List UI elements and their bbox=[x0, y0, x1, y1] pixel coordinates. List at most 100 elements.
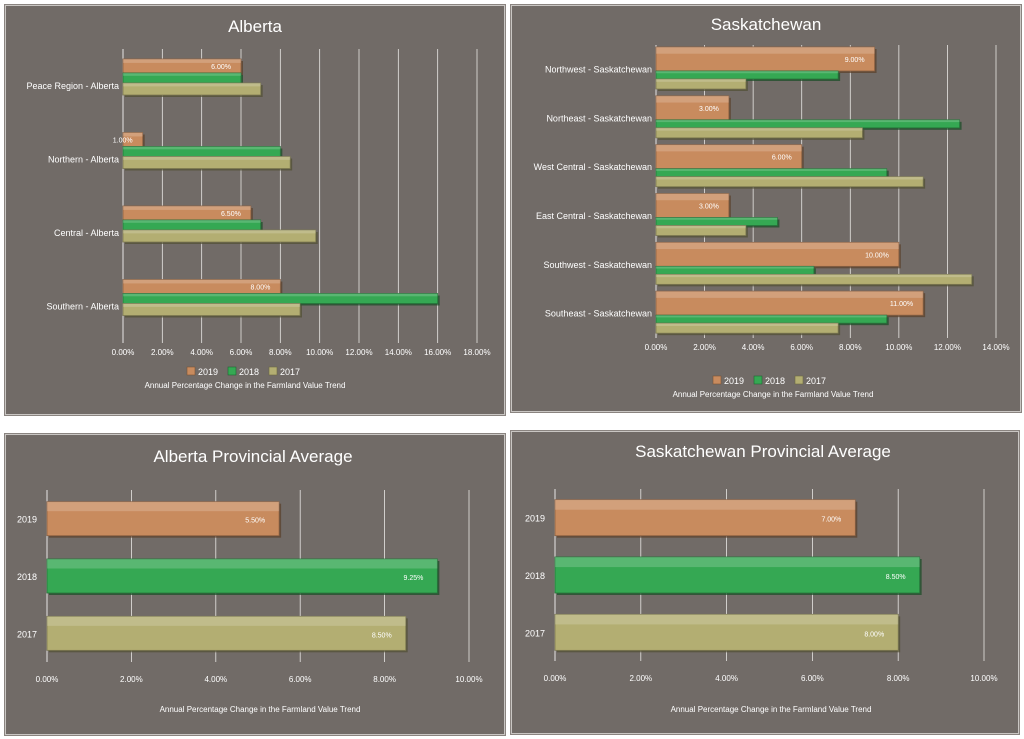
category-label: Northwest - Saskatchewan bbox=[545, 64, 652, 74]
x-tick-label: 0.00% bbox=[645, 343, 668, 352]
data-label: 8.00% bbox=[864, 631, 884, 638]
bar-2017 bbox=[122, 303, 301, 316]
bar-2017-highlight bbox=[123, 156, 291, 160]
bar-2017-highlight bbox=[123, 83, 261, 87]
bar-2019-highlight bbox=[47, 501, 280, 512]
x-axis-label: Annual Percentage Change in the Farmland… bbox=[671, 705, 872, 714]
bar-2019-highlight bbox=[123, 206, 251, 210]
data-label: 6.00% bbox=[772, 155, 792, 162]
x-tick-label: 4.00% bbox=[742, 343, 765, 352]
bar-2017-highlight bbox=[656, 79, 746, 82]
bar-2019-highlight bbox=[656, 95, 729, 103]
legend-entry: 2017 bbox=[280, 367, 300, 377]
x-tick-label: 8.00% bbox=[887, 674, 910, 683]
legend-entry: 2018 bbox=[239, 367, 259, 377]
data-label: 10.00% bbox=[865, 252, 889, 259]
bar-2017-highlight bbox=[555, 614, 899, 625]
category-label: Peace Region - Alberta bbox=[26, 81, 119, 91]
bar-2017-highlight bbox=[656, 176, 924, 180]
bar-2018-highlight bbox=[656, 119, 960, 123]
bar-2019-highlight bbox=[123, 59, 241, 63]
bar-2018-highlight bbox=[656, 71, 839, 74]
legend-entry: 2019 bbox=[724, 376, 744, 386]
category-label: Northeast - Saskatchewan bbox=[546, 113, 652, 123]
bar-2019 bbox=[46, 501, 280, 537]
alberta-chart-panel: Alberta Annual Percentage Change in the … bbox=[4, 4, 506, 416]
x-tick-label: 0.00% bbox=[544, 674, 567, 683]
x-tick-label: 2.00% bbox=[120, 675, 143, 684]
data-label: 6.50% bbox=[221, 211, 241, 218]
bar-2019-highlight bbox=[656, 242, 899, 250]
x-tick-label: 14.00% bbox=[982, 343, 1009, 352]
x-tick-label: 10.00% bbox=[455, 675, 482, 684]
data-label: 9.25% bbox=[403, 575, 423, 582]
bar-2018 bbox=[46, 558, 438, 594]
category-label: 2017 bbox=[525, 628, 545, 638]
legend-swatch bbox=[186, 366, 196, 376]
bar-2017 bbox=[46, 615, 407, 651]
category-label: 2019 bbox=[525, 514, 545, 524]
category-label: Central - Alberta bbox=[54, 228, 119, 238]
bar-2017 bbox=[122, 229, 317, 243]
legend-swatch bbox=[268, 366, 278, 376]
x-tick-label: 6.00% bbox=[289, 675, 312, 684]
legend-entry: 2019 bbox=[198, 367, 218, 377]
bar-2017 bbox=[655, 322, 839, 334]
x-tick-label: 6.00% bbox=[230, 348, 253, 357]
category-label: Southeast - Saskatchewan bbox=[545, 309, 652, 319]
x-tick-label: 6.00% bbox=[801, 674, 824, 683]
x-tick-label: 6.00% bbox=[790, 343, 813, 352]
bar-2019-highlight bbox=[656, 193, 729, 201]
bar-2017-highlight bbox=[47, 616, 406, 626]
bar-2019 bbox=[655, 95, 730, 121]
category-label: 2019 bbox=[17, 515, 37, 525]
data-label: 8.00% bbox=[250, 285, 270, 292]
bar-2018-highlight bbox=[123, 73, 241, 76]
bar-2017 bbox=[655, 78, 747, 90]
bar-2018-highlight bbox=[123, 146, 281, 150]
bar-2019-highlight bbox=[656, 47, 875, 54]
x-axis-label: Annual Percentage Change in the Farmland… bbox=[160, 705, 361, 714]
x-tick-label: 2.00% bbox=[693, 343, 716, 352]
bar-2018-highlight bbox=[656, 315, 887, 318]
bar-2019 bbox=[655, 241, 900, 267]
category-label: Southwest - Saskatchewan bbox=[543, 260, 652, 270]
x-axis-label: Annual Percentage Change in the Farmland… bbox=[673, 390, 874, 399]
bar-2019-highlight bbox=[656, 291, 924, 298]
bar-2019 bbox=[655, 290, 924, 316]
bar-2018 bbox=[655, 70, 839, 80]
bar-2018 bbox=[554, 556, 921, 594]
x-tick-label: 8.00% bbox=[839, 343, 862, 352]
category-label: 2018 bbox=[525, 571, 545, 581]
x-tick-label: 2.00% bbox=[629, 674, 652, 683]
x-tick-label: 18.00% bbox=[463, 348, 490, 357]
bar-2019 bbox=[554, 499, 856, 537]
x-tick-label: 0.00% bbox=[112, 348, 135, 357]
legend-swatch bbox=[794, 375, 804, 385]
bar-2017-highlight bbox=[656, 127, 863, 131]
legend-swatch bbox=[753, 375, 763, 385]
category-label: East Central - Saskatchewan bbox=[536, 211, 652, 221]
bar-2017 bbox=[655, 127, 863, 139]
bar-2017 bbox=[554, 613, 899, 651]
saskatchewan-chart: Saskatchewan Annual Percentage Change in… bbox=[534, 15, 1010, 399]
x-tick-label: 12.00% bbox=[934, 343, 961, 352]
bar-2019-highlight bbox=[123, 132, 143, 137]
bar-2017-highlight bbox=[656, 323, 839, 326]
bar-2019-highlight bbox=[555, 499, 856, 510]
bar-2019 bbox=[655, 144, 803, 170]
alberta-average-chart-panel: Alberta Provincial Average Annual Percen… bbox=[4, 433, 506, 736]
data-label: 5.50% bbox=[245, 518, 265, 525]
legend-entry: 2017 bbox=[806, 376, 826, 386]
saskatchewan-chart-panel: Saskatchewan Annual Percentage Change in… bbox=[510, 4, 1022, 413]
data-label: 8.50% bbox=[886, 574, 906, 581]
x-tick-label: 10.00% bbox=[885, 343, 912, 352]
category-label: Northern - Alberta bbox=[48, 154, 119, 164]
bar-2017 bbox=[122, 156, 291, 169]
bar-2018-highlight bbox=[123, 220, 261, 223]
data-label: 8.50% bbox=[372, 632, 392, 639]
chart-title: Alberta bbox=[228, 17, 282, 36]
bar-2018-highlight bbox=[47, 559, 438, 569]
x-tick-label: 0.00% bbox=[36, 675, 59, 684]
x-tick-label: 16.00% bbox=[424, 348, 451, 357]
